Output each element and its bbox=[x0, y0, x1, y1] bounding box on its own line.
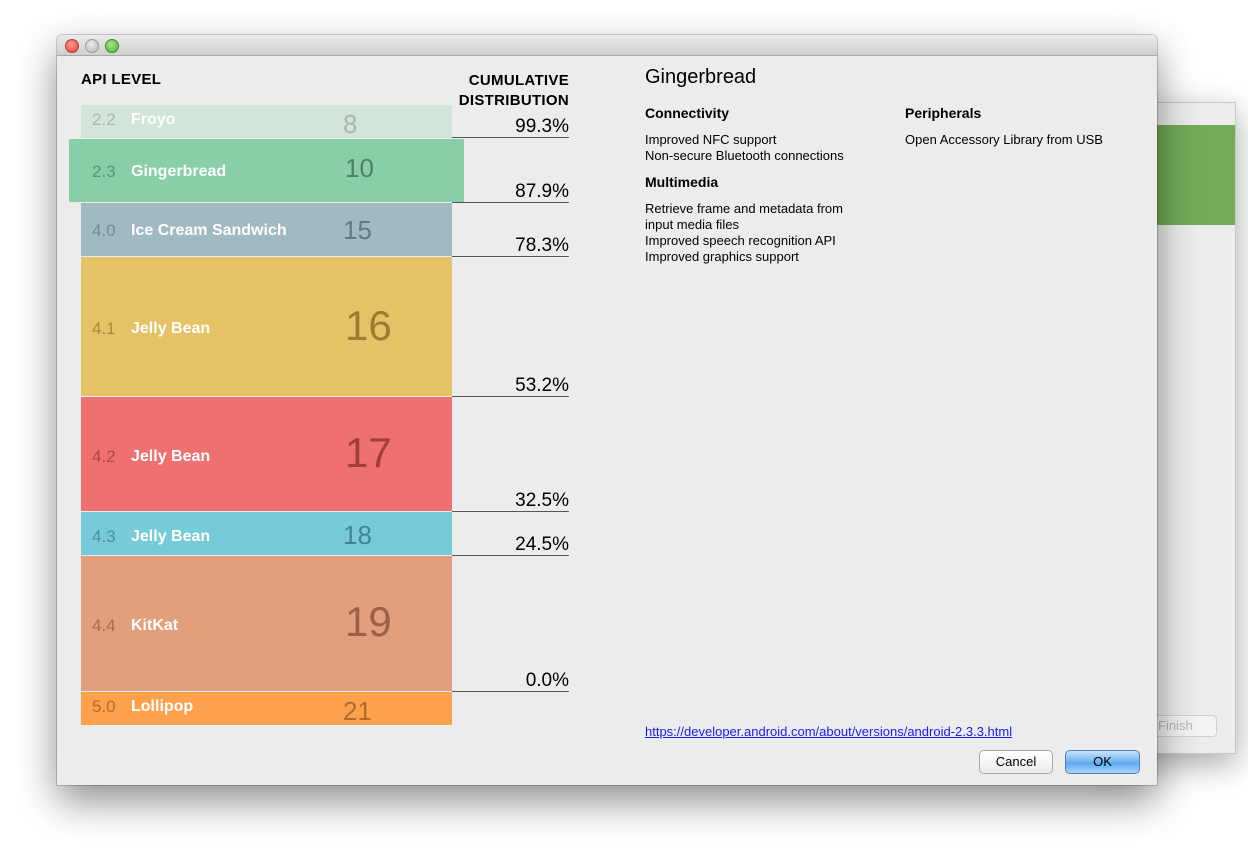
version-bar[interactable]: 4.2 Jelly Bean 17 bbox=[81, 397, 452, 511]
cumulative-value: 0.0% bbox=[525, 670, 569, 691]
cancel-button[interactable]: Cancel bbox=[979, 750, 1053, 774]
ok-button[interactable]: OK bbox=[1065, 750, 1140, 774]
multimedia-title: Multimedia bbox=[645, 174, 719, 190]
distribution-dialog: API LEVEL CUMULATIVE DISTRIBUTION 2.2 Fro… bbox=[57, 35, 1157, 785]
cumulative-header-line1: CUMULATIVE bbox=[468, 72, 569, 89]
version-number: 4.2 bbox=[92, 447, 116, 466]
api-level-number: 21 bbox=[343, 696, 372, 726]
list-item: Open Accessory Library from USB bbox=[905, 132, 1103, 147]
cumulative-divider bbox=[452, 555, 569, 556]
version-bar[interactable]: 4.3 Jelly Bean 18 bbox=[81, 512, 452, 555]
version-number: 4.1 bbox=[92, 319, 116, 338]
version-name: Froyo bbox=[131, 111, 176, 128]
background-green-panel bbox=[1157, 125, 1235, 225]
close-icon[interactable] bbox=[65, 39, 79, 53]
version-name: Jelly Bean bbox=[131, 320, 211, 337]
cumulative-divider bbox=[452, 202, 569, 203]
version-number: 5.0 bbox=[92, 697, 116, 716]
api-level-number: 16 bbox=[345, 302, 392, 349]
cumulative-divider bbox=[452, 396, 569, 397]
version-bar[interactable]: 5.0 Lollipop 21 bbox=[81, 692, 452, 726]
version-bar[interactable]: 4.1 Jelly Bean 16 bbox=[81, 257, 452, 396]
list-item: input media files bbox=[645, 217, 739, 232]
cumulative-header-line2: DISTRIBUTION bbox=[458, 92, 569, 109]
api-level-number: 19 bbox=[345, 598, 392, 645]
zoom-icon[interactable] bbox=[105, 39, 119, 53]
version-bar[interactable]: 2.2 Froyo 8 bbox=[81, 105, 452, 139]
cumulative-divider bbox=[452, 691, 569, 692]
detail-title: Gingerbread bbox=[645, 66, 757, 88]
version-bar[interactable]: 2.3 Gingerbread 10 bbox=[69, 139, 464, 202]
version-number: 4.3 bbox=[92, 527, 116, 546]
cumulative-value: 24.5% bbox=[515, 534, 569, 555]
api-level-number: 8 bbox=[343, 109, 358, 139]
version-number: 2.3 bbox=[92, 162, 116, 181]
cumulative-value: 99.3% bbox=[515, 116, 569, 137]
version-bar[interactable]: 4.0 Ice Cream Sandwich 15 bbox=[81, 203, 452, 256]
api-level-number: 18 bbox=[343, 520, 372, 550]
cumulative-divider bbox=[452, 137, 569, 138]
api-level-number: 10 bbox=[345, 153, 374, 183]
minimize-icon[interactable] bbox=[85, 39, 99, 53]
cumulative-divider bbox=[452, 256, 569, 257]
version-name: Jelly Bean bbox=[131, 528, 211, 545]
multimedia-list: Retrieve frame and metadata from input m… bbox=[645, 201, 843, 265]
cumulative-distribution-header: CUMULATIVE DISTRIBUTION bbox=[437, 71, 569, 111]
title-bar[interactable] bbox=[57, 35, 1157, 56]
version-number: 2.2 bbox=[92, 110, 116, 129]
cumulative-value: 78.3% bbox=[515, 235, 569, 256]
api-level-number: 17 bbox=[345, 429, 392, 476]
connectivity-list: Improved NFC support Non-secure Bluetoot… bbox=[645, 132, 844, 164]
cumulative-value: 87.9% bbox=[515, 181, 569, 202]
version-number: 4.4 bbox=[92, 616, 116, 635]
version-bar[interactable]: 4.4 KitKat 19 bbox=[81, 556, 452, 691]
version-name: Ice Cream Sandwich bbox=[131, 222, 287, 239]
api-level-header: API LEVEL bbox=[81, 71, 162, 88]
list-item: Improved NFC support bbox=[645, 132, 777, 147]
cumulative-value: 53.2% bbox=[515, 375, 569, 396]
documentation-link[interactable]: https://developer.android.com/about/vers… bbox=[645, 724, 1013, 739]
version-name: Gingerbread bbox=[131, 163, 227, 180]
list-item: Improved graphics support bbox=[645, 249, 799, 264]
list-item: Non-secure Bluetooth connections bbox=[645, 148, 844, 163]
version-name: Jelly Bean bbox=[131, 448, 211, 465]
cumulative-value: 32.5% bbox=[515, 490, 569, 511]
list-item: Improved speech recognition API bbox=[645, 233, 836, 248]
peripherals-title: Peripherals bbox=[905, 105, 982, 121]
version-number: 4.0 bbox=[92, 221, 116, 240]
api-level-number: 15 bbox=[343, 215, 372, 245]
version-name: KitKat bbox=[131, 617, 179, 634]
peripherals-list: Open Accessory Library from USB bbox=[905, 132, 1103, 148]
connectivity-title: Connectivity bbox=[645, 105, 730, 121]
cumulative-divider bbox=[452, 511, 569, 512]
list-item: Retrieve frame and metadata from bbox=[645, 201, 843, 216]
version-name: Lollipop bbox=[131, 698, 194, 715]
finish-button[interactable]: Finish bbox=[1149, 715, 1217, 737]
